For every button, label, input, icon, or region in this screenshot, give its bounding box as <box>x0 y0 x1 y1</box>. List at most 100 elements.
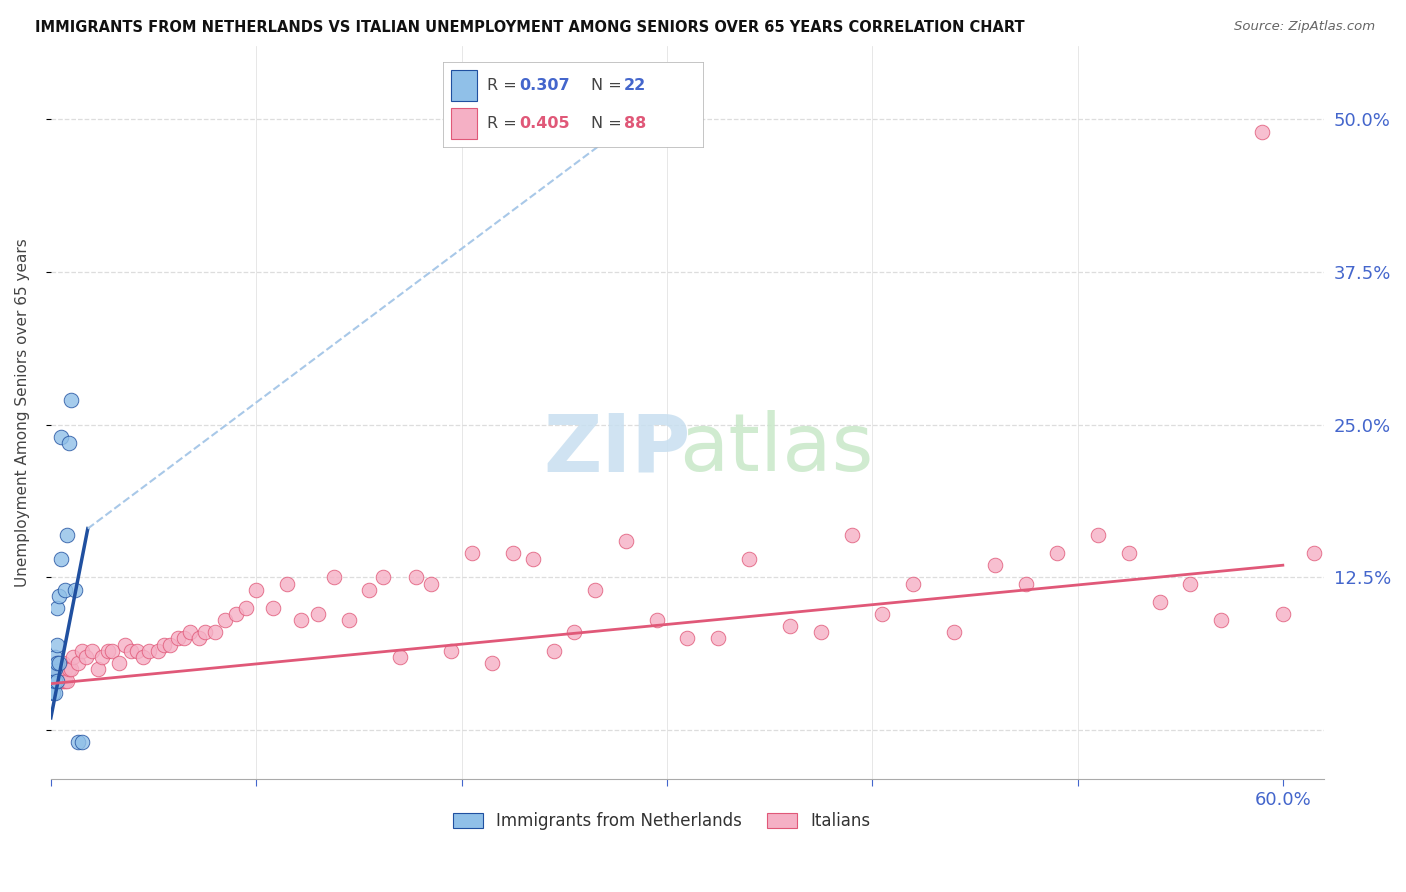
Point <box>543 643 565 657</box>
Point <box>245 582 267 597</box>
Point <box>262 601 284 615</box>
Text: atlas: atlas <box>679 410 873 488</box>
Point <box>46 656 69 670</box>
Point <box>419 576 441 591</box>
Point <box>1180 576 1202 591</box>
Point <box>46 656 69 670</box>
Point <box>56 674 79 689</box>
Point <box>984 558 1007 573</box>
Point <box>1118 546 1140 560</box>
Point <box>49 662 72 676</box>
Point <box>49 552 72 566</box>
Point <box>614 533 637 548</box>
Point <box>58 436 80 450</box>
Point <box>66 735 89 749</box>
Point <box>1251 125 1274 139</box>
Point <box>676 632 699 646</box>
Point <box>46 674 69 689</box>
Point <box>943 625 966 640</box>
Point <box>87 662 110 676</box>
Point <box>120 643 142 657</box>
Point <box>91 649 114 664</box>
Point <box>323 570 346 584</box>
Point <box>841 527 863 541</box>
Point <box>44 674 66 689</box>
Legend: Immigrants from Netherlands, Italians: Immigrants from Netherlands, Italians <box>447 805 877 837</box>
Point <box>44 686 66 700</box>
Point <box>179 625 201 640</box>
Bar <box>451 70 477 101</box>
Point <box>62 649 84 664</box>
Point <box>146 643 169 657</box>
Y-axis label: Unemployment Among Seniors over 65 years: Unemployment Among Seniors over 65 years <box>15 238 30 587</box>
Text: R =: R = <box>486 78 522 93</box>
Point <box>66 656 89 670</box>
Point <box>1015 576 1038 591</box>
Point <box>46 601 69 615</box>
Point <box>70 735 93 749</box>
Point <box>114 638 136 652</box>
Point <box>52 674 75 689</box>
Point <box>42 674 65 689</box>
Point <box>481 656 503 670</box>
Point <box>359 582 381 597</box>
Point <box>522 552 544 566</box>
Point <box>337 613 360 627</box>
Text: 22: 22 <box>624 78 645 93</box>
Point <box>44 662 66 676</box>
Point <box>1046 546 1069 560</box>
Point <box>80 643 103 657</box>
Point <box>276 576 298 591</box>
Bar <box>451 108 477 139</box>
Point <box>44 662 66 676</box>
Point <box>1302 546 1324 560</box>
Point <box>48 656 70 670</box>
Point <box>1211 613 1233 627</box>
Point <box>707 632 730 646</box>
Point <box>307 607 329 621</box>
Point <box>645 613 668 627</box>
Point <box>373 570 395 584</box>
Point <box>46 674 69 689</box>
Point <box>159 638 181 652</box>
Text: 88: 88 <box>624 116 645 131</box>
Text: R =: R = <box>486 116 522 131</box>
Point <box>101 643 124 657</box>
Point <box>97 643 120 657</box>
Point <box>58 662 80 676</box>
Point <box>107 656 129 670</box>
Text: ZIP: ZIP <box>544 410 690 488</box>
Point <box>60 662 83 676</box>
Point <box>903 576 925 591</box>
Point <box>75 649 97 664</box>
Point <box>56 527 79 541</box>
Point <box>1271 607 1294 621</box>
Point <box>738 552 761 566</box>
Text: N =: N = <box>591 78 627 93</box>
Point <box>53 582 76 597</box>
Point <box>564 625 586 640</box>
Point <box>440 643 463 657</box>
Point <box>49 430 72 444</box>
Point <box>167 632 190 646</box>
Point <box>1149 595 1171 609</box>
Point <box>48 662 70 676</box>
Point <box>125 643 148 657</box>
Point <box>46 662 69 676</box>
Point <box>502 546 524 560</box>
Point <box>388 649 411 664</box>
Point <box>65 582 87 597</box>
Point <box>49 674 72 689</box>
Point <box>204 625 226 640</box>
Point <box>44 674 66 689</box>
Point <box>187 632 209 646</box>
Text: N =: N = <box>591 116 627 131</box>
Point <box>42 686 65 700</box>
Point <box>138 643 160 657</box>
Point <box>225 607 247 621</box>
Point <box>779 619 801 633</box>
Point <box>1087 527 1109 541</box>
Point <box>1344 558 1367 573</box>
Point <box>235 601 257 615</box>
Point <box>132 649 155 664</box>
